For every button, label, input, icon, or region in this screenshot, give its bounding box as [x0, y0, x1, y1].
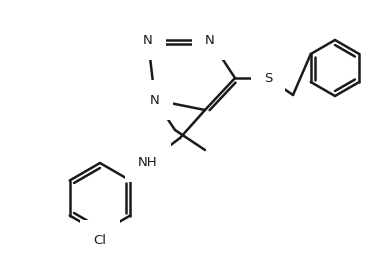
Text: NH: NH [138, 155, 158, 169]
Text: N: N [205, 33, 215, 47]
Text: S: S [264, 72, 272, 84]
Text: N: N [143, 33, 153, 47]
Text: N: N [150, 94, 160, 107]
Text: Cl: Cl [93, 234, 106, 246]
